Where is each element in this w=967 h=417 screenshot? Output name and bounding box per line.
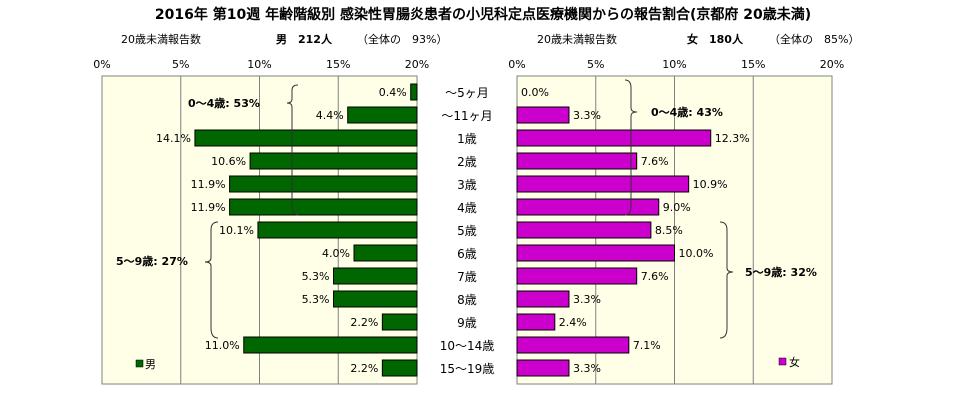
female-data-label: 8.5%: [655, 224, 683, 237]
male-data-label: 4.4%: [316, 109, 344, 122]
male-bar: [347, 106, 418, 124]
male-legend-swatch: [135, 359, 144, 368]
female-bar: [516, 290, 570, 308]
male-data-label: 11.9%: [191, 178, 226, 191]
male-bar: [194, 129, 418, 147]
male-bar: [333, 290, 418, 308]
female-legend-label: 女: [789, 355, 800, 369]
male-tick-label: 20%: [405, 58, 429, 71]
male-bar: [229, 175, 418, 193]
male-data-label: 2.2%: [350, 316, 378, 329]
male-header-ratio: （全体の 93%）: [357, 32, 447, 46]
female-data-label: 3.3%: [573, 362, 601, 375]
male-tick-labels: 20% 15% 10% 5% 0%: [93, 58, 429, 71]
female-data-label: 0.0%: [521, 86, 549, 99]
category-labels: ～5ヶ月 ～11ヶ月 1歳 2歳 3歳 4歳 5歳 6歳 7歳 8歳 9歳 10～14歳 15～19歳: [440, 86, 495, 376]
female-bar: [516, 244, 675, 262]
female-tick-label: 15%: [741, 58, 765, 71]
category-label: ～11ヶ月: [441, 109, 492, 123]
female-group-label-5-9: 5～9歳: 32%: [745, 265, 817, 279]
male-data-label: 0.4%: [379, 86, 407, 99]
male-group-label-5-9: 5～9歳: 27%: [116, 254, 188, 268]
category-label: 15～19歳: [440, 362, 495, 376]
female-bar: [516, 106, 570, 124]
male-tick-label: 15%: [326, 58, 350, 71]
female-data-label: 3.3%: [573, 109, 601, 122]
male-tick-label: 0%: [93, 58, 110, 71]
female-bracket-5-9: [719, 221, 734, 339]
female-bar: [516, 313, 556, 331]
female-tick-label: 10%: [662, 58, 686, 71]
male-bar: [249, 152, 418, 170]
female-data-label: 10.9%: [693, 178, 728, 191]
male-data-label: 11.9%: [191, 201, 226, 214]
male-data-label: 10.6%: [211, 155, 246, 168]
female-bar: [516, 198, 660, 216]
female-data-label: 9.0%: [663, 201, 691, 214]
female-header-count: 女 180人: [687, 32, 744, 46]
male-header-label: 20歳未満報告数: [121, 33, 201, 46]
female-header-ratio: （全体の 85%）: [769, 32, 859, 46]
category-label: 7歳: [457, 270, 477, 284]
male-tick-label: 10%: [247, 58, 271, 71]
category-label: 5歳: [457, 224, 477, 238]
male-data-label: 2.2%: [350, 362, 378, 375]
category-label: 2歳: [457, 155, 477, 169]
category-label: 3歳: [457, 178, 477, 192]
female-tick-label: 5%: [587, 58, 604, 71]
male-data-label: 14.1%: [156, 132, 191, 145]
male-data-label: 4.0%: [322, 247, 350, 260]
category-label: 6歳: [457, 247, 477, 261]
male-data-label: 10.1%: [219, 224, 254, 237]
male-bar: [257, 221, 418, 239]
female-group-label-0-4: 0～4歳: 43%: [651, 105, 723, 119]
category-label: ～5ヶ月: [445, 86, 489, 100]
male-data-label: 5.3%: [302, 270, 330, 283]
female-bars: 0.0% 3.3% 12.3% 7.6% 10.9%9.0% 8.5% 10.0% 7.6% 3…: [516, 86, 750, 377]
female-bar: [516, 221, 652, 239]
male-bar: [333, 267, 418, 285]
female-bar: [516, 267, 638, 285]
female-bar: [516, 359, 570, 377]
male-legend-label: 男: [145, 358, 156, 371]
chart-title: 2016年 第10週 年齢階級別 感染性胃腸炎患者の小児科定点医療機関からの報告…: [155, 6, 811, 23]
female-bracket-0-4: [624, 79, 638, 216]
male-bar: [243, 336, 418, 354]
female-data-label: 3.3%: [573, 293, 601, 306]
female-bar: [516, 129, 712, 147]
male-bar: [410, 83, 418, 101]
female-data-label: 12.3%: [715, 132, 750, 145]
male-bracket-0-4: [286, 84, 299, 216]
male-bar: [229, 198, 418, 216]
category-label: 4歳: [457, 201, 477, 215]
female-tick-labels: 0% 5% 10% 15% 20%: [508, 58, 844, 71]
female-tick-label: 20%: [820, 58, 844, 71]
female-legend-swatch: [778, 357, 787, 366]
male-bracket-5-9: [204, 221, 219, 339]
category-label: 9歳: [457, 316, 477, 330]
female-data-label: 7.6%: [641, 270, 669, 283]
category-label: 10～14歳: [440, 339, 495, 353]
male-group-label-0-4: 0～4歳: 53%: [188, 96, 260, 110]
male-data-label: 5.3%: [302, 293, 330, 306]
category-label: 8歳: [457, 293, 477, 307]
female-bar: [516, 152, 638, 170]
female-header-label: 20歳未満報告数: [537, 33, 617, 46]
male-bar: [381, 313, 418, 331]
female-data-label: 7.6%: [641, 155, 669, 168]
male-data-label: 11.0%: [205, 339, 240, 352]
male-bar: [381, 359, 418, 377]
female-tick-label: 0%: [508, 58, 525, 71]
female-data-label: 7.1%: [633, 339, 661, 352]
female-bar: [516, 336, 630, 354]
category-label: 1歳: [457, 132, 477, 146]
female-data-label: 10.0%: [679, 247, 714, 260]
male-header-count: 男 212人: [276, 32, 333, 46]
female-data-label: 2.4%: [559, 316, 587, 329]
male-tick-label: 5%: [172, 58, 189, 71]
female-bar: [516, 175, 690, 193]
male-bar: [353, 244, 418, 262]
